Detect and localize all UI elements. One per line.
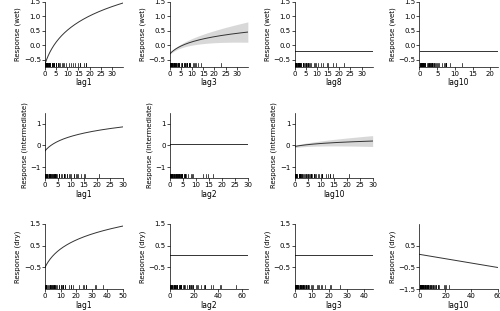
Y-axis label: Response (dry): Response (dry): [264, 230, 270, 283]
X-axis label: lag2: lag2: [200, 190, 217, 199]
X-axis label: lag1: lag1: [76, 301, 92, 310]
Y-axis label: Response (intermediate): Response (intermediate): [271, 102, 278, 188]
Y-axis label: Response (wet): Response (wet): [389, 7, 396, 61]
Y-axis label: Response (dry): Response (dry): [140, 230, 146, 283]
Y-axis label: Response (dry): Response (dry): [389, 230, 396, 283]
Y-axis label: Response (wet): Response (wet): [140, 7, 146, 61]
X-axis label: lag10: lag10: [448, 301, 469, 310]
X-axis label: lag3: lag3: [326, 301, 342, 310]
Y-axis label: Response (wet): Response (wet): [264, 7, 270, 61]
X-axis label: lag10: lag10: [448, 78, 469, 87]
X-axis label: lag1: lag1: [76, 190, 92, 199]
X-axis label: lag8: lag8: [326, 78, 342, 87]
X-axis label: lag10: lag10: [323, 190, 344, 199]
X-axis label: lag1: lag1: [76, 78, 92, 87]
Y-axis label: Response (intermediate): Response (intermediate): [146, 102, 152, 188]
X-axis label: lag3: lag3: [200, 78, 217, 87]
Y-axis label: Response (intermediate): Response (intermediate): [21, 102, 28, 188]
Y-axis label: Response (wet): Response (wet): [14, 7, 21, 61]
X-axis label: lag2: lag2: [200, 301, 217, 310]
Y-axis label: Response (dry): Response (dry): [14, 230, 21, 283]
